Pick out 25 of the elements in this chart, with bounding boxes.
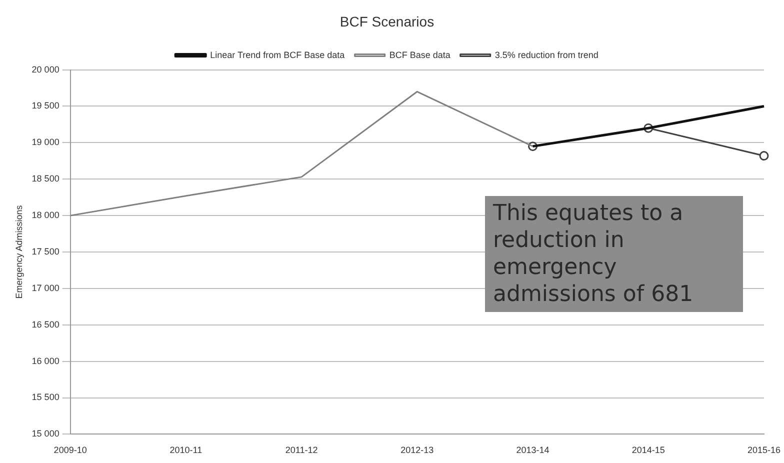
y-tick-label: 15 500: [32, 392, 60, 402]
annotation: This equates to a reduction in emergency admissions of 681: [485, 196, 743, 312]
chart-title: BCF Scenarios: [340, 13, 434, 30]
y-tick-label: 19 500: [32, 100, 60, 111]
y-tick-label: 18 000: [32, 210, 60, 220]
y-tick-label: 19 000: [32, 137, 60, 148]
y-tick-label: 16 000: [32, 356, 60, 366]
y-tick-label: 16 500: [32, 319, 60, 330]
y-axis-title: Emergency Admissions: [14, 204, 24, 299]
y-tick-label: 17 000: [32, 282, 60, 293]
legend-label: Linear Trend from BCF Base data: [210, 50, 345, 60]
y-tick-label: 18 500: [32, 174, 60, 184]
x-tick-label: 2013-14: [516, 445, 550, 456]
y-tick-label: 20 000: [32, 64, 60, 74]
x-tick-label: 2010-11: [170, 445, 202, 456]
y-tick-label: 15 000: [32, 428, 60, 439]
y-tick-label: 17 500: [32, 246, 60, 256]
x-tick-label: 2012-13: [400, 445, 434, 456]
x-tick-label: 2015-16: [747, 445, 781, 456]
x-tick-label: 2014-15: [632, 445, 665, 456]
point: [759, 151, 769, 161]
x-tick-label: 2009-10: [54, 445, 87, 456]
legend-label: BCF Base data: [389, 50, 450, 60]
x-tick-label: 2011-12: [285, 445, 318, 456]
legend-label: 3.5% reduction from trend: [494, 50, 598, 60]
